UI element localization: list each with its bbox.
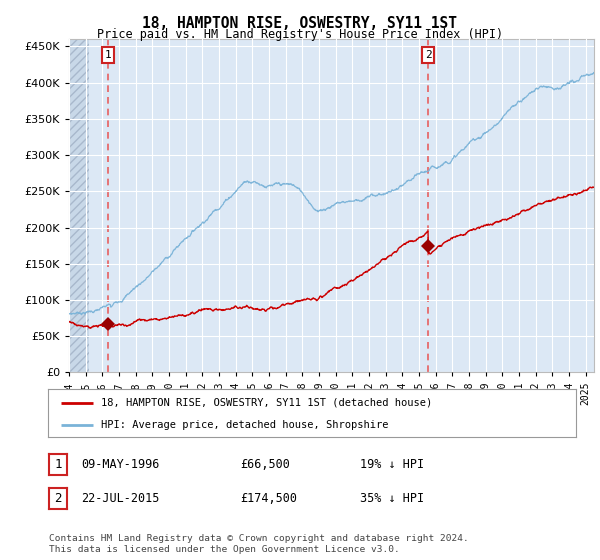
Text: 1: 1: [55, 458, 62, 472]
Text: £174,500: £174,500: [240, 492, 297, 505]
Text: 2: 2: [425, 50, 431, 60]
Text: 2: 2: [55, 492, 62, 505]
Text: Price paid vs. HM Land Registry's House Price Index (HPI): Price paid vs. HM Land Registry's House …: [97, 28, 503, 41]
Text: £66,500: £66,500: [240, 458, 290, 472]
Text: 18, HAMPTON RISE, OSWESTRY, SY11 1ST (detached house): 18, HAMPTON RISE, OSWESTRY, SY11 1ST (de…: [101, 398, 432, 408]
Text: HPI: Average price, detached house, Shropshire: HPI: Average price, detached house, Shro…: [101, 420, 388, 430]
Text: 1: 1: [105, 50, 112, 60]
Text: 18, HAMPTON RISE, OSWESTRY, SY11 1ST: 18, HAMPTON RISE, OSWESTRY, SY11 1ST: [143, 16, 458, 31]
Bar: [69, 39, 89, 372]
Bar: [69, 39, 89, 372]
Text: 09-MAY-1996: 09-MAY-1996: [81, 458, 160, 472]
Text: 35% ↓ HPI: 35% ↓ HPI: [360, 492, 424, 505]
Text: 19% ↓ HPI: 19% ↓ HPI: [360, 458, 424, 472]
Text: 22-JUL-2015: 22-JUL-2015: [81, 492, 160, 505]
Text: Contains HM Land Registry data © Crown copyright and database right 2024.
This d: Contains HM Land Registry data © Crown c…: [49, 534, 469, 554]
